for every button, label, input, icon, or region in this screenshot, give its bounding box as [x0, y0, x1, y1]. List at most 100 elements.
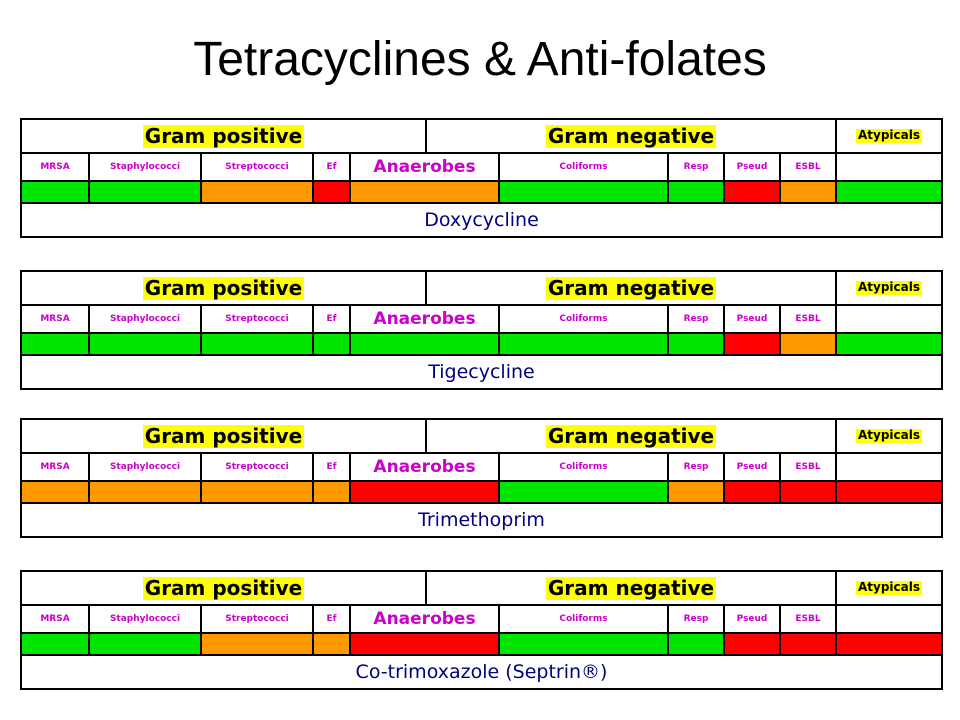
activity-cell [312, 180, 351, 204]
header-gram-positive: Gram positive [20, 270, 427, 306]
organism-cell: Anaerobes [349, 304, 500, 334]
organism-cell: ESBL [779, 452, 837, 482]
header-atypicals-label: Atypicals [855, 128, 922, 143]
organism-cell: MRSA [20, 304, 90, 334]
organism-label: Resp [683, 614, 709, 624]
organism-label: ESBL [795, 614, 821, 624]
activity-cell [723, 632, 781, 656]
organism-label: Pseud [736, 614, 768, 624]
activity-cell [20, 632, 90, 656]
organism-cell: ESBL [779, 604, 837, 634]
organism-label: Ef [326, 462, 337, 472]
organism-label: Anaerobes [373, 309, 476, 329]
activity-cell [312, 332, 351, 356]
organism-label: ESBL [795, 314, 821, 324]
header-atypicals: Atypicals [835, 270, 943, 306]
slide-title: Tetracyclines & Anti-folates [193, 33, 767, 86]
organism-label: Streptococci [225, 314, 289, 324]
organism-label: Coliforms [559, 614, 608, 624]
organism-cell: Resp [667, 604, 725, 634]
activity-cell [312, 480, 351, 504]
header-gram-positive-label: Gram positive [142, 275, 305, 300]
header-atypicals-label: Atypicals [855, 428, 922, 443]
activity-cell [667, 480, 725, 504]
organism-label: Staphylococci [109, 462, 181, 472]
organism-cell: Coliforms [498, 152, 669, 182]
drug-name: Doxycycline [424, 209, 539, 231]
header-atypicals-label: Atypicals [855, 280, 922, 295]
organism-cell: Ef [312, 604, 351, 634]
organism-cell: Resp [667, 152, 725, 182]
activity-cell [498, 180, 669, 204]
activity-cell [88, 180, 202, 204]
spectrum-grid: Gram positive Gram negative Atypicals MRSA S… [0, 418, 960, 538]
drug-name-row: Tigecycline [20, 354, 943, 390]
activity-cell [200, 480, 314, 504]
header-atypicals-label: Atypicals [855, 580, 922, 595]
header-gram-negative-label: Gram negative [545, 275, 717, 300]
organism-label: Pseud [736, 462, 768, 472]
spectrum-grid: Gram positive Gram negative Atypicals MRSA S… [0, 118, 960, 238]
header-gram-positive-label: Gram positive [142, 123, 305, 148]
activity-cell [88, 480, 202, 504]
header-gram-positive-label: Gram positive [142, 575, 305, 600]
organism-label: ESBL [795, 462, 821, 472]
activity-cell [723, 332, 781, 356]
activity-cell [723, 180, 781, 204]
activity-cell [667, 332, 725, 356]
organism-label: ESBL [795, 162, 821, 172]
header-atypicals: Atypicals [835, 118, 943, 154]
organism-label: Streptococci [225, 462, 289, 472]
organism-label: MRSA [40, 162, 70, 172]
organism-label: Ef [326, 614, 337, 624]
organism-cell: Coliforms [498, 304, 669, 334]
drug-name: Tigecycline [428, 361, 535, 383]
organism-cell: Coliforms [498, 452, 669, 482]
activity-cell [779, 632, 837, 656]
activity-cell [200, 632, 314, 656]
activity-cell [835, 632, 943, 656]
activity-cell [349, 632, 500, 656]
header-gram-negative: Gram negative [425, 118, 837, 154]
organism-cell [835, 304, 943, 334]
organism-label: Coliforms [559, 462, 608, 472]
organism-label: Anaerobes [373, 157, 476, 177]
organism-label: Staphylococci [109, 314, 181, 324]
activity-cell [498, 332, 669, 356]
activity-cell [835, 332, 943, 356]
header-gram-negative-label: Gram negative [545, 123, 717, 148]
organism-cell: Ef [312, 152, 351, 182]
organism-cell: Staphylococci [88, 152, 202, 182]
organism-cell [835, 452, 943, 482]
activity-cell [349, 480, 500, 504]
activity-cell [349, 332, 500, 356]
organism-label: Streptococci [225, 614, 289, 624]
organism-cell: MRSA [20, 604, 90, 634]
organism-cell: Anaerobes [349, 604, 500, 634]
organism-cell: Coliforms [498, 604, 669, 634]
activity-cell [20, 480, 90, 504]
organism-cell: Anaerobes [349, 152, 500, 182]
organism-cell: Streptococci [200, 604, 314, 634]
activity-cell [723, 480, 781, 504]
organism-cell: Anaerobes [349, 452, 500, 482]
organism-label: Streptococci [225, 162, 289, 172]
organism-cell: Streptococci [200, 304, 314, 334]
organism-label: Pseud [736, 314, 768, 324]
organism-cell: Streptococci [200, 152, 314, 182]
header-gram-negative-label: Gram negative [545, 575, 717, 600]
header-gram-positive: Gram positive [20, 118, 427, 154]
organism-cell: MRSA [20, 452, 90, 482]
activity-cell [779, 332, 837, 356]
header-atypicals: Atypicals [835, 418, 943, 454]
drug-name-row: Trimethoprim [20, 502, 943, 538]
header-gram-positive: Gram positive [20, 570, 427, 606]
organism-label: Staphylococci [109, 162, 181, 172]
activity-cell [312, 632, 351, 656]
organism-label: Pseud [736, 162, 768, 172]
header-gram-negative-label: Gram negative [545, 423, 717, 448]
drug-name: Trimethoprim [418, 509, 545, 531]
activity-cell [349, 180, 500, 204]
organism-cell: MRSA [20, 152, 90, 182]
organism-label: Ef [326, 314, 337, 324]
